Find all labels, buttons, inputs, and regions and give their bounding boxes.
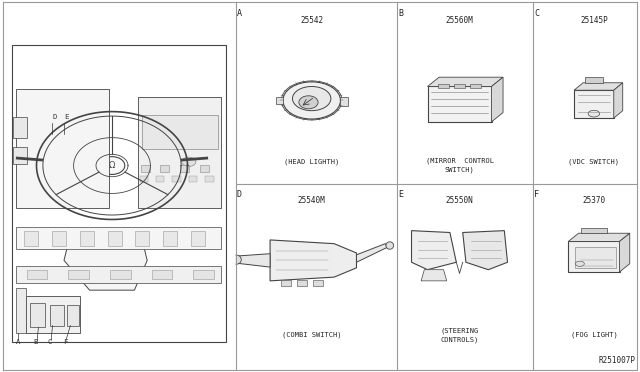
- Bar: [428, 86, 492, 122]
- Polygon shape: [574, 83, 623, 90]
- Text: (HEAD LIGHTH): (HEAD LIGHTH): [284, 158, 339, 165]
- Text: (STEERING
CONTROLS): (STEERING CONTROLS): [440, 327, 479, 343]
- Bar: [110, 270, 131, 279]
- Bar: [67, 305, 79, 326]
- Text: F: F: [534, 190, 540, 199]
- Text: (VDC SWITCH): (VDC SWITCH): [568, 158, 620, 165]
- Bar: [200, 165, 209, 172]
- Text: C: C: [534, 9, 540, 18]
- Bar: [276, 97, 283, 104]
- Bar: [24, 231, 38, 246]
- Polygon shape: [356, 244, 387, 262]
- Text: (MIRROR  CONTROL
SWITCH): (MIRROR CONTROL SWITCH): [426, 158, 493, 173]
- Bar: [173, 176, 181, 182]
- Bar: [163, 231, 177, 246]
- FancyBboxPatch shape: [12, 45, 226, 342]
- Bar: [440, 78, 479, 86]
- Ellipse shape: [283, 82, 340, 119]
- Ellipse shape: [299, 96, 318, 109]
- Bar: [575, 247, 616, 268]
- Bar: [108, 231, 122, 246]
- Text: (COMBI SWITCH): (COMBI SWITCH): [282, 331, 341, 338]
- Bar: [297, 280, 307, 286]
- Bar: [68, 270, 89, 279]
- FancyBboxPatch shape: [26, 296, 80, 333]
- Bar: [140, 176, 148, 182]
- Text: A: A: [16, 339, 20, 345]
- Text: 25542: 25542: [300, 16, 323, 25]
- Text: 25540M: 25540M: [298, 196, 326, 205]
- Bar: [13, 147, 27, 164]
- Ellipse shape: [231, 255, 241, 264]
- Text: R251007P: R251007P: [598, 356, 636, 365]
- Ellipse shape: [182, 157, 196, 167]
- Text: B: B: [398, 9, 403, 18]
- Text: 25560M: 25560M: [445, 16, 474, 25]
- Text: E: E: [398, 190, 403, 199]
- Text: D: D: [52, 114, 57, 120]
- Bar: [13, 117, 27, 138]
- Polygon shape: [238, 254, 270, 267]
- Bar: [142, 115, 218, 149]
- Polygon shape: [620, 233, 630, 272]
- Polygon shape: [463, 231, 508, 270]
- Text: Ω: Ω: [109, 161, 115, 170]
- Bar: [180, 165, 189, 172]
- Ellipse shape: [575, 261, 584, 266]
- Bar: [313, 280, 323, 286]
- FancyBboxPatch shape: [2, 4, 236, 370]
- Bar: [156, 176, 164, 182]
- Polygon shape: [428, 77, 503, 86]
- Bar: [80, 231, 94, 246]
- FancyBboxPatch shape: [16, 89, 109, 208]
- Polygon shape: [568, 233, 630, 241]
- Bar: [470, 84, 481, 89]
- Bar: [574, 90, 614, 118]
- Bar: [30, 303, 45, 327]
- Bar: [340, 97, 348, 106]
- Bar: [281, 280, 291, 286]
- Text: A: A: [237, 9, 242, 18]
- Bar: [191, 231, 205, 246]
- Bar: [585, 77, 603, 83]
- Bar: [161, 165, 170, 172]
- Bar: [189, 176, 197, 182]
- Polygon shape: [64, 234, 147, 290]
- Bar: [16, 266, 221, 283]
- Text: B: B: [33, 339, 38, 345]
- Ellipse shape: [588, 110, 600, 117]
- Bar: [193, 270, 214, 279]
- Text: F: F: [63, 339, 67, 345]
- Text: 25145P: 25145P: [580, 16, 608, 25]
- Bar: [50, 305, 64, 326]
- Polygon shape: [492, 77, 503, 122]
- Polygon shape: [412, 231, 456, 270]
- Bar: [16, 227, 221, 249]
- Bar: [581, 228, 607, 233]
- Text: 25370: 25370: [582, 196, 605, 205]
- Ellipse shape: [386, 242, 394, 249]
- Bar: [27, 270, 47, 279]
- Text: E: E: [64, 114, 68, 120]
- Text: 25550N: 25550N: [445, 196, 474, 205]
- Bar: [568, 241, 620, 272]
- Polygon shape: [270, 240, 356, 281]
- FancyBboxPatch shape: [138, 97, 221, 208]
- Text: D: D: [237, 190, 242, 199]
- Text: C: C: [48, 339, 52, 345]
- Bar: [135, 231, 149, 246]
- Bar: [52, 231, 66, 246]
- Ellipse shape: [292, 86, 331, 110]
- Bar: [438, 84, 449, 89]
- Bar: [141, 165, 150, 172]
- Bar: [205, 176, 214, 182]
- Bar: [152, 270, 172, 279]
- Bar: [454, 84, 465, 89]
- Bar: [16, 288, 26, 333]
- Polygon shape: [614, 83, 623, 118]
- Ellipse shape: [99, 157, 125, 174]
- Polygon shape: [421, 270, 447, 281]
- Text: (FOG LIGHT): (FOG LIGHT): [570, 331, 618, 338]
